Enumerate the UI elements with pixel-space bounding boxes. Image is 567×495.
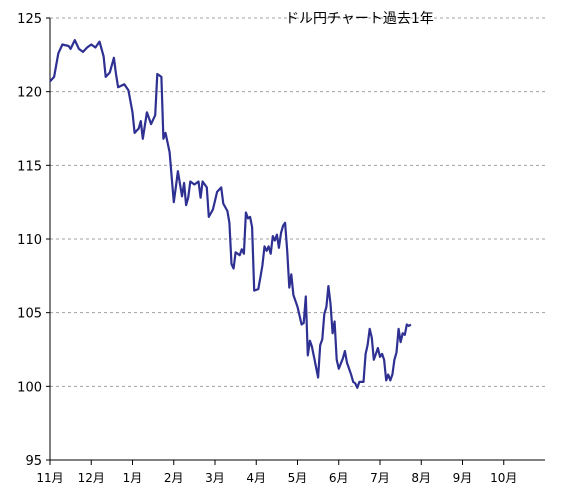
chart-title: ドル円チャート過去1年 (285, 11, 434, 27)
y-tick-label: 110 (17, 233, 42, 248)
x-tick-label: 12月 (78, 471, 105, 485)
y-tick-label: 105 (17, 307, 42, 322)
y-tick-label: 125 (17, 12, 42, 27)
x-tick-label: 10月 (490, 471, 517, 485)
x-tick-label: 5月 (288, 471, 308, 485)
y-tick-label: 100 (17, 380, 42, 395)
x-tick-label: 11月 (36, 471, 63, 485)
x-tick-label: 4月 (246, 471, 266, 485)
y-tick-labels: 95 100 105 110 115 120 125 (17, 12, 50, 469)
y-tick-label: 95 (25, 454, 42, 469)
y-tick-label: 120 (17, 86, 42, 101)
x-tick-label: 7月 (370, 471, 390, 485)
x-tick-label: 3月 (205, 471, 225, 485)
x-tick-label: 6月 (329, 471, 349, 485)
gridlines (50, 17, 545, 387)
x-tick-label: 1月 (123, 471, 143, 485)
x-tick-label: 9月 (453, 471, 473, 485)
x-tick-labels: 11月 12月 1月 2月 3月 4月 5月 6月 7月 8月 9月 10月 (36, 460, 517, 485)
x-tick-label: 2月 (164, 471, 184, 485)
series-line-usdjpy (49, 39, 412, 389)
x-tick-label: 8月 (411, 471, 431, 485)
y-tick-label: 115 (17, 159, 42, 174)
